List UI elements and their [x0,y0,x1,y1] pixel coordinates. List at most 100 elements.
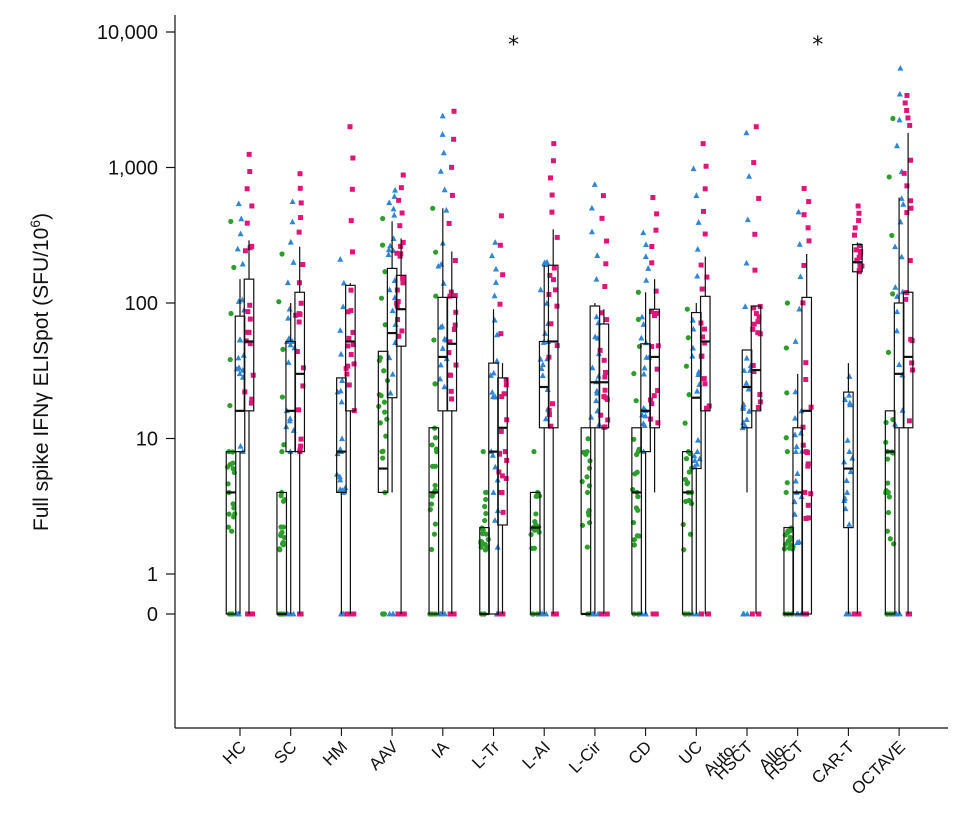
box-iqr [547,264,559,429]
data-point [492,265,499,272]
data-point [849,454,856,461]
data-point [287,415,294,421]
data-point [892,284,899,290]
box-iqr [377,350,389,494]
data-point [890,115,896,122]
data-point [337,256,344,262]
data-point [894,308,901,315]
box-iqr [741,349,753,429]
data-point [440,280,447,286]
data-point [281,534,288,541]
data-point [784,449,790,455]
data-point [230,466,236,472]
data-point [694,245,701,252]
data-point [694,448,701,455]
data-point [396,197,402,203]
data-point [589,364,596,371]
data-point [904,92,910,98]
data-point [756,314,762,320]
data-point [449,396,455,402]
data-point [247,169,253,175]
data-point [500,272,506,278]
data-point [338,398,345,405]
box-iqr [428,427,440,615]
data-point [280,539,286,546]
data-point [380,215,386,222]
data-point [686,469,692,475]
data-point [389,307,396,314]
data-point [342,484,349,491]
data-point [280,346,286,352]
points-car-t-blue [841,373,856,617]
data-point [806,238,812,244]
data-point [496,450,502,456]
y-tick-label: 10 [136,429,158,451]
data-point [542,415,549,422]
data-point [554,234,560,240]
data-point [885,480,891,486]
data-point [803,515,809,521]
data-point [601,357,607,363]
data-point [483,489,489,496]
data-point [230,501,236,507]
data-point [351,361,357,367]
boxplot-octave-green [884,410,896,615]
data-point [385,246,392,253]
data-point [293,312,299,318]
data-point [792,414,799,421]
data-point [588,228,595,235]
boxplot-aav-pink [395,238,407,614]
data-point [783,489,789,496]
x-category-label-text: AAV [365,737,402,774]
data-point [381,611,388,617]
data-point [493,357,500,364]
data-point [889,232,895,239]
data-point [598,611,604,617]
data-point [439,112,446,119]
data-point [533,511,539,517]
data-point [348,218,354,224]
data-point [489,452,496,458]
data-point [602,387,608,393]
data-point [655,420,661,426]
x-category-label-octave: OCTAVE [848,737,909,798]
data-point [649,344,655,350]
data-point [584,449,590,455]
data-point [543,258,550,265]
data-point [897,218,904,225]
data-point [234,245,241,252]
data-point [289,218,296,225]
data-point [796,241,803,247]
data-point [391,211,398,218]
data-point [379,242,386,248]
box-iqr [631,427,642,615]
data-point [604,611,610,617]
data-point [632,471,638,477]
data-point [750,326,756,332]
data-point [376,392,382,398]
data-point [752,267,758,273]
y-tick-label: 1,000 [108,158,158,180]
box-iqr [699,295,711,412]
x-category-label-text: L-Tr [468,737,503,772]
data-point [743,259,750,266]
data-point [638,334,645,341]
data-point [300,383,306,389]
data-point [784,390,790,396]
points-octave-blue [892,64,907,617]
data-point [480,531,486,537]
data-point [391,193,398,199]
data-point [537,286,544,293]
x-category-labels: HC SC HM AAV IA L-Tr L-AI L-Cir CD UCAuto-HSCTAll… [219,728,909,798]
data-point [856,255,862,261]
data-point [551,141,557,147]
boxplot-cd-green [631,427,642,615]
data-point [898,195,905,201]
data-point [246,151,252,157]
data-point [690,344,697,351]
data-point [787,528,793,534]
data-point [401,611,407,617]
data-point [397,223,403,229]
data-point [631,370,637,377]
